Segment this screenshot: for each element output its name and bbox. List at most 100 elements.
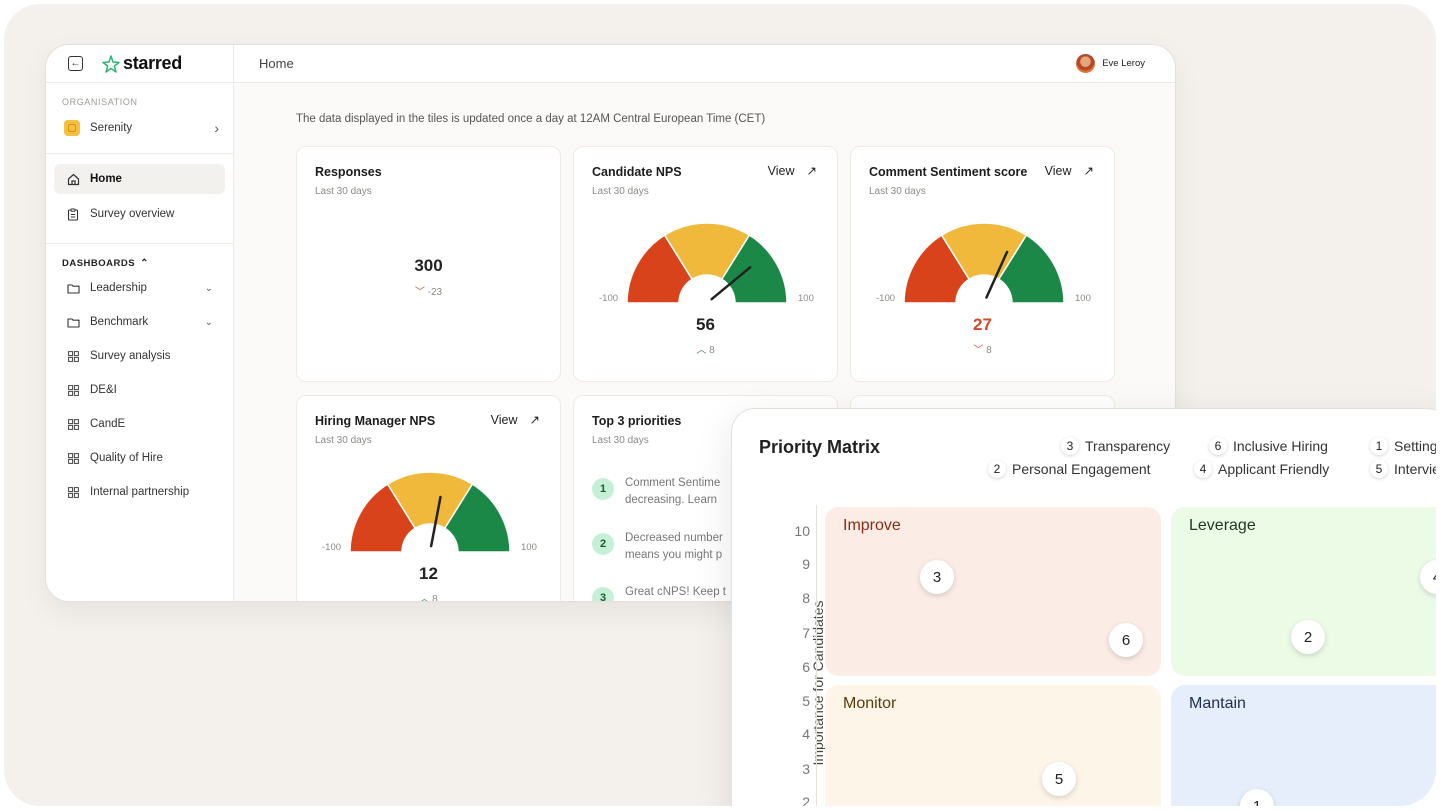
tile-title: Responses xyxy=(315,165,382,179)
quadrant-label: Mantain xyxy=(1189,695,1246,712)
brand-logo[interactable]: starred xyxy=(101,53,182,74)
gauge-min-label: -100 xyxy=(876,293,896,304)
legend-label: Interview xyxy=(1394,461,1436,477)
collapse-sidebar-icon[interactable]: ← xyxy=(68,56,83,71)
quadrant-maintain: Mantain xyxy=(1171,685,1436,806)
y-axis-line xyxy=(816,505,817,806)
nav-item-survey-analysis[interactable]: Survey analysis xyxy=(54,341,225,371)
tile-period: Last 30 days xyxy=(315,435,372,446)
dashboards-toggle[interactable]: DASHBOARDS ⌃ xyxy=(62,258,233,269)
tile-title: Top 3 priorities xyxy=(592,414,682,428)
sentiment-delta: ﹀ 8 xyxy=(851,341,1114,356)
clipboard-icon xyxy=(66,207,80,221)
responses-tile: Responses Last 30 days 300 ﹀ -23 xyxy=(296,146,561,382)
view-label: View xyxy=(1044,163,1072,178)
y-tick-label: 4 xyxy=(802,726,810,742)
nav-label: Internal partnership xyxy=(90,486,190,498)
logo-row: ← starred xyxy=(46,45,233,83)
y-tick-label: 7 xyxy=(802,625,810,641)
nps-value: 56 xyxy=(696,315,715,334)
hm-delta: ︿ 8 xyxy=(297,590,560,601)
nav-item-quality-of-hire[interactable]: Quality of Hire xyxy=(54,443,225,473)
matrix-bubble[interactable]: 5 xyxy=(1042,762,1076,796)
view-link[interactable]: View ↗ xyxy=(491,412,540,428)
legend-label: Settings xyxy=(1394,438,1436,454)
grid-icon xyxy=(66,485,80,499)
nav-item-survey-overview[interactable]: Survey overview xyxy=(54,199,225,229)
gauge-needle xyxy=(429,495,442,548)
matrix-title: Priority Matrix xyxy=(759,437,881,457)
legend-number: 2 xyxy=(988,460,1006,478)
nav-label: Benchmark xyxy=(90,316,149,328)
nav-item-internal-partnership[interactable]: Internal partnership xyxy=(54,477,225,507)
avatar xyxy=(1076,54,1096,73)
tile-period: Last 30 days xyxy=(592,186,649,197)
org-name: Serenity xyxy=(90,122,133,134)
nav-item-leadership[interactable]: Leadership ⌄ xyxy=(54,273,225,303)
legend-item: 5 Interview xyxy=(1370,460,1436,478)
matrix-bubble[interactable]: 2 xyxy=(1291,620,1325,654)
priority-text: means you might p xyxy=(625,549,723,561)
gauge-min-label: -100 xyxy=(599,293,619,304)
priority-text: Comment Sentime xyxy=(625,477,721,489)
y-tick-label: 3 xyxy=(802,761,810,777)
legend-item: 2 Personal Engagement xyxy=(988,460,1151,478)
grid-icon xyxy=(66,383,80,397)
priority-number: 3 xyxy=(592,587,614,601)
legend-number: 5 xyxy=(1370,460,1388,478)
nav-item-home[interactable]: Home xyxy=(54,164,225,194)
arrow-down-icon: ﹀ xyxy=(414,287,425,298)
nps-gauge xyxy=(626,222,788,304)
matrix-bubble[interactable]: 4 xyxy=(1420,560,1436,594)
nav-item-benchmark[interactable]: Benchmark ⌄ xyxy=(54,307,225,337)
delta-value: -23 xyxy=(427,287,443,298)
priority-item[interactable]: 1 Comment Sentime decreasing. Learn xyxy=(592,475,720,509)
quadrant-leverage: Leverage xyxy=(1171,507,1436,676)
nav-label: Survey analysis xyxy=(90,350,171,362)
quadrant-label: Improve xyxy=(843,517,901,534)
org-selector[interactable]: Serenity › xyxy=(64,117,219,139)
priority-item[interactable]: 3 Great cNPS! Keep t xyxy=(592,584,726,601)
responses-delta: ﹀ -23 xyxy=(297,283,560,298)
responses-value: 300 xyxy=(414,256,443,275)
dashboards-label: DASHBOARDS xyxy=(62,258,136,269)
divider xyxy=(46,243,233,244)
user-name: Eve Leroy xyxy=(1102,58,1145,69)
chevron-right-icon: › xyxy=(214,120,219,136)
view-link[interactable]: View ↗ xyxy=(1044,163,1094,179)
matrix-bubble[interactable]: 3 xyxy=(920,560,954,594)
page-background: ← starred ORGANISATION Serenity › xyxy=(4,4,1436,806)
hm-value: 12 xyxy=(419,564,438,583)
priority-text: Great cNPS! Keep t xyxy=(625,586,726,598)
brand-name: starred xyxy=(123,53,182,73)
y-tick-label: 10 xyxy=(794,523,810,539)
priority-number: 2 xyxy=(592,533,614,555)
nps-delta: ︿ 8 xyxy=(574,341,837,356)
priority-text: Decreased number xyxy=(625,532,723,544)
priority-matrix-panel: Priority Matrix 3 Transparency 6 Inclusive… xyxy=(731,408,1436,806)
tile-title: Hiring Manager NPS xyxy=(315,414,436,428)
gauge-max-label: 100 xyxy=(1075,293,1091,304)
sentiment-value: 27 xyxy=(973,315,992,334)
priority-text: decreasing. Learn xyxy=(625,494,718,506)
user-menu[interactable]: Eve Leroy xyxy=(1076,54,1145,73)
gauge-max-label: 100 xyxy=(521,542,537,553)
legend-label: Applicant Friendly xyxy=(1218,461,1330,477)
grid-icon xyxy=(66,451,80,465)
nav-label: Leadership xyxy=(90,282,147,294)
matrix-bubble[interactable]: 6 xyxy=(1109,623,1143,657)
arrow-up-icon: ︿ xyxy=(696,345,707,356)
legend-label: Inclusive Hiring xyxy=(1233,438,1328,454)
nav-item-dei[interactable]: DE&I xyxy=(54,375,225,405)
legend-number: 1 xyxy=(1370,437,1388,455)
legend-number: 4 xyxy=(1194,460,1212,478)
priority-item[interactable]: 2 Decreased number means you might p xyxy=(592,530,723,564)
gauge-green-segment xyxy=(443,483,511,553)
hm-gauge xyxy=(349,471,511,553)
nav-item-cande[interactable]: CandE xyxy=(54,409,225,439)
y-tick-label: 5 xyxy=(802,693,810,709)
matrix-bubble[interactable]: 1 xyxy=(1240,789,1274,806)
view-link[interactable]: View ↗ xyxy=(768,163,817,179)
grid-icon xyxy=(66,417,80,431)
chevron-down-icon: ⌄ xyxy=(204,282,213,294)
